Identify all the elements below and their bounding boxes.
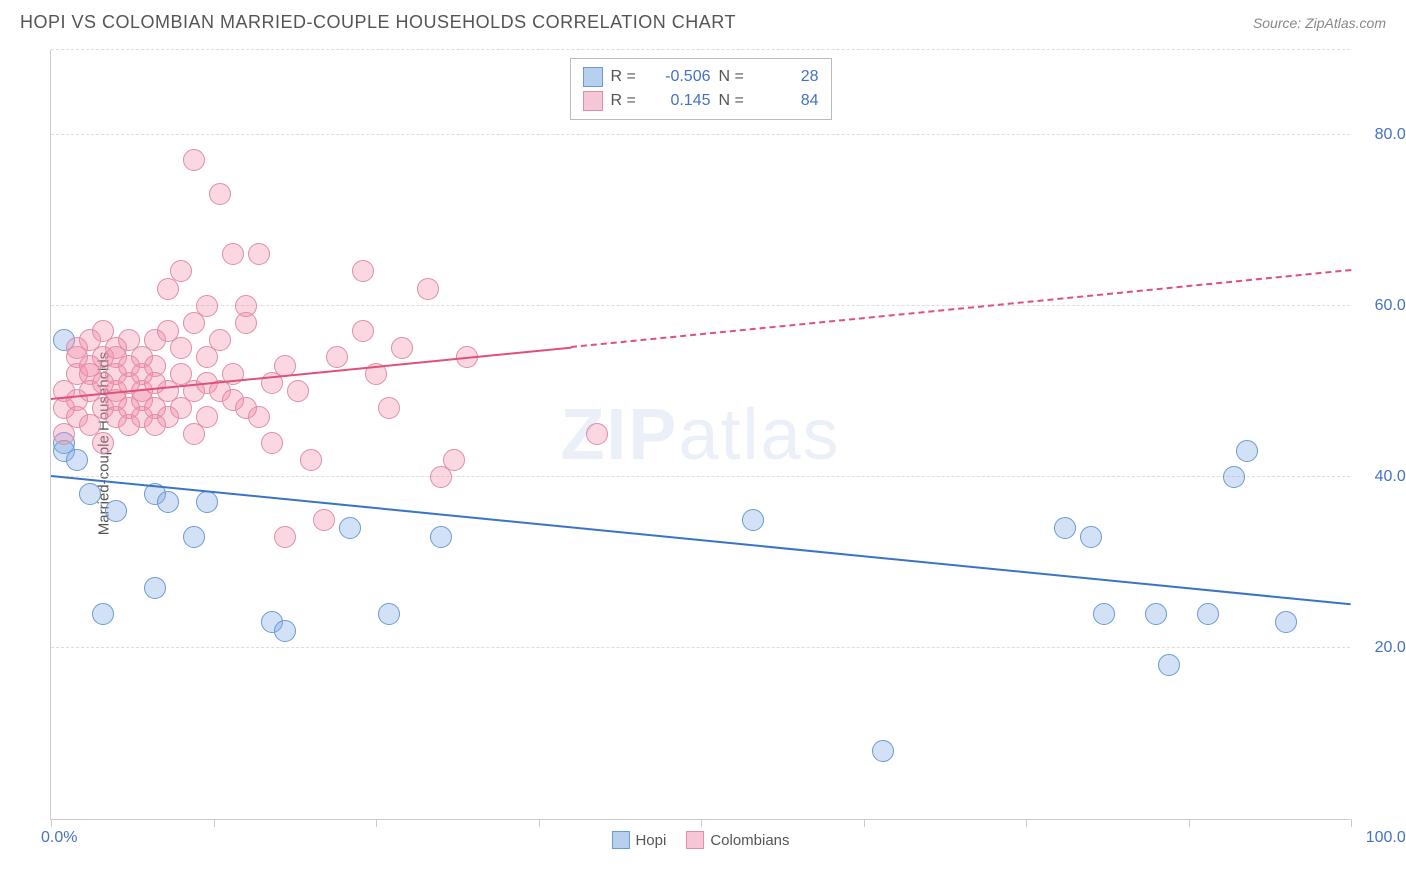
n-label: N =: [719, 92, 751, 110]
x-tick: [539, 819, 540, 827]
y-tick-label: 20.0%: [1375, 639, 1406, 657]
r-label: R =: [611, 92, 643, 110]
data-point: [274, 526, 296, 548]
data-point: [1223, 466, 1245, 488]
data-point: [196, 491, 218, 513]
data-point: [92, 432, 114, 454]
data-point: [1236, 440, 1258, 462]
gridline: [51, 476, 1350, 477]
data-point: [92, 603, 114, 625]
y-tick-label: 60.0%: [1375, 297, 1406, 315]
r-label: R =: [611, 68, 643, 86]
data-point: [209, 329, 231, 351]
x-tick: [214, 819, 215, 827]
source-attribution: Source: ZipAtlas.com: [1253, 15, 1386, 31]
chart-plot-area: Married-couple Households ZIPatlas 0.0% …: [50, 50, 1350, 820]
data-point: [326, 346, 348, 368]
y-tick-label: 40.0%: [1375, 468, 1406, 486]
legend-item-colombians: Colombians: [686, 831, 789, 849]
x-tick: [376, 819, 377, 827]
n-label: N =: [719, 68, 751, 86]
trend-line: [51, 475, 1351, 605]
data-point: [183, 526, 205, 548]
data-point: [144, 577, 166, 599]
data-point: [417, 278, 439, 300]
data-point: [872, 740, 894, 762]
data-point: [66, 449, 88, 471]
correlation-legend: R = -0.506 N = 28 R = 0.145 N = 84: [570, 58, 832, 120]
data-point: [222, 243, 244, 265]
x-tick: [1026, 819, 1027, 827]
legend-row-hopi: R = -0.506 N = 28: [583, 65, 819, 89]
data-point: [742, 509, 764, 531]
data-point: [183, 149, 205, 171]
series-legend: Hopi Colombians: [611, 831, 789, 849]
x-axis-min-label: 0.0%: [41, 829, 77, 847]
data-point: [235, 295, 257, 317]
y-tick-label: 80.0%: [1375, 126, 1406, 144]
data-point: [391, 337, 413, 359]
data-point: [378, 603, 400, 625]
gridline: [51, 647, 1350, 648]
data-point: [313, 509, 335, 531]
data-point: [170, 337, 192, 359]
trend-line: [571, 269, 1351, 348]
data-point: [196, 406, 218, 428]
data-point: [352, 260, 374, 282]
data-point: [196, 295, 218, 317]
data-point: [287, 380, 309, 402]
data-point: [300, 449, 322, 471]
data-point: [157, 491, 179, 513]
gridline: [51, 134, 1350, 135]
hopi-n-value: 28: [759, 68, 819, 86]
data-point: [1145, 603, 1167, 625]
data-point: [443, 449, 465, 471]
x-tick: [1189, 819, 1190, 827]
data-point: [274, 620, 296, 642]
data-point: [105, 500, 127, 522]
data-point: [430, 526, 452, 548]
data-point: [261, 432, 283, 454]
hopi-swatch-icon: [611, 831, 629, 849]
data-point: [1093, 603, 1115, 625]
x-tick: [51, 819, 52, 827]
x-tick: [701, 819, 702, 827]
legend-row-colombians: R = 0.145 N = 84: [583, 89, 819, 113]
data-point: [339, 517, 361, 539]
x-axis-max-label: 100.0%: [1366, 829, 1406, 847]
data-point: [1275, 611, 1297, 633]
colombians-n-value: 84: [759, 92, 819, 110]
data-point: [352, 320, 374, 342]
colombians-swatch-icon: [686, 831, 704, 849]
legend-label-colombians: Colombians: [710, 832, 789, 849]
data-point: [170, 260, 192, 282]
colombians-r-value: 0.145: [651, 92, 711, 110]
x-tick: [864, 819, 865, 827]
hopi-swatch: [583, 67, 603, 87]
colombians-swatch: [583, 91, 603, 111]
chart-title: HOPI VS COLOMBIAN MARRIED-COUPLE HOUSEHO…: [20, 12, 736, 33]
data-point: [248, 406, 270, 428]
x-tick: [1351, 819, 1352, 827]
data-point: [1158, 654, 1180, 676]
data-point: [248, 243, 270, 265]
legend-label-hopi: Hopi: [635, 832, 666, 849]
data-point: [1054, 517, 1076, 539]
data-point: [1080, 526, 1102, 548]
data-point: [1197, 603, 1219, 625]
data-point: [79, 483, 101, 505]
data-point: [209, 183, 231, 205]
legend-item-hopi: Hopi: [611, 831, 666, 849]
data-point: [586, 423, 608, 445]
hopi-r-value: -0.506: [651, 68, 711, 86]
data-point: [378, 397, 400, 419]
